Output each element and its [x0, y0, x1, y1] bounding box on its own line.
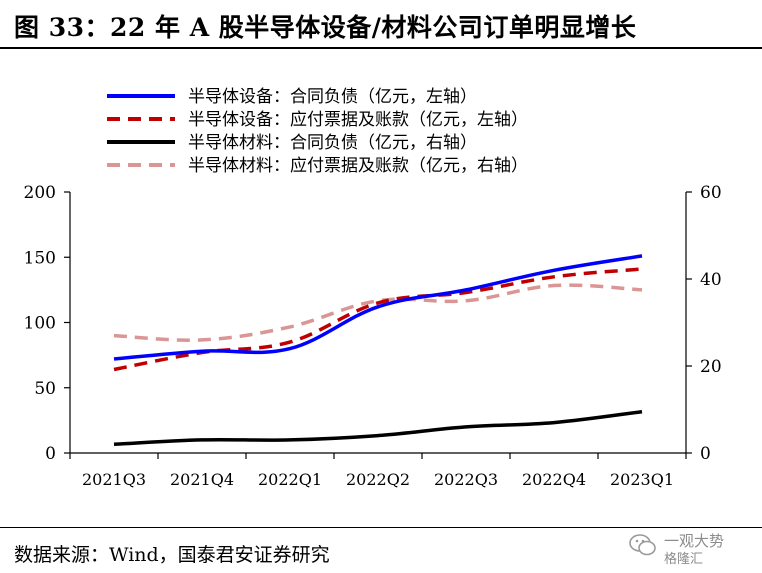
- right-tick-label-1: 20: [700, 357, 722, 377]
- series-line-1: [113, 267, 643, 372]
- right-tick-label-0: 0: [700, 444, 711, 464]
- legend-label-2: 半导体材料：合同负债（亿元，右轴）: [188, 133, 477, 153]
- source-divider: [0, 527, 762, 528]
- legend-label-0: 半导体设备：合同负债（亿元，左轴）: [188, 87, 477, 107]
- left-tick-label-4: 200: [24, 183, 56, 203]
- x-tick-label-0: 2021Q3: [82, 470, 146, 489]
- chart: 半导体设备：合同负债（亿元，左轴） 半导体设备：应付票据及账款（亿元，左轴） 半导体…: [24, 87, 722, 489]
- right-tick-label-2: 40: [700, 270, 722, 290]
- page-title: 图 33：22 年 A 股半导体设备/材料公司订单明显增长: [14, 13, 637, 42]
- title-underline: [0, 47, 762, 49]
- x-tick-label-6: 2023Q1: [610, 470, 674, 489]
- left-tick-label-2: 100: [24, 314, 56, 334]
- watermark-line2: 格隆汇: [664, 552, 704, 567]
- x-tick-label-4: 2022Q3: [434, 470, 498, 489]
- series-line-0: [113, 254, 643, 361]
- series-line-3: [113, 283, 643, 342]
- series-group: [113, 254, 643, 447]
- watermark: 一观大势 格隆汇: [628, 528, 758, 568]
- x-tick-label-1: 2021Q4: [170, 470, 234, 489]
- left-tick-label-0: 0: [45, 444, 56, 464]
- left-y-axis: 0 50 100 150 200: [24, 183, 71, 464]
- left-tick-label-1: 50: [34, 379, 56, 399]
- watermark-line1: 一观大势: [664, 532, 725, 550]
- x-tick-label-5: 2022Q4: [522, 470, 586, 489]
- x-axis: 2021Q3 2021Q4 2022Q1 2022Q2 2022Q3 2022Q4 2023…: [69, 452, 687, 489]
- x-tick-label-3: 2022Q2: [346, 470, 410, 489]
- legend-label-3: 半导体材料：应付票据及账款（亿元，右轴）: [188, 156, 528, 176]
- right-y-axis: 0 20 40 60: [685, 183, 722, 464]
- series-line-2: [113, 409, 643, 447]
- wechat-icon: [629, 534, 656, 556]
- left-tick-label-3: 150: [24, 248, 56, 268]
- x-tick-label-2: 2022Q1: [258, 470, 322, 489]
- source-note: 数据来源：Wind，国泰君安证券研究: [14, 544, 330, 566]
- right-tick-label-3: 60: [700, 183, 722, 203]
- legend: 半导体设备：合同负债（亿元，左轴） 半导体设备：应付票据及账款（亿元，左轴） 半导体…: [107, 87, 528, 176]
- legend-label-1: 半导体设备：应付票据及账款（亿元，左轴）: [188, 110, 528, 130]
